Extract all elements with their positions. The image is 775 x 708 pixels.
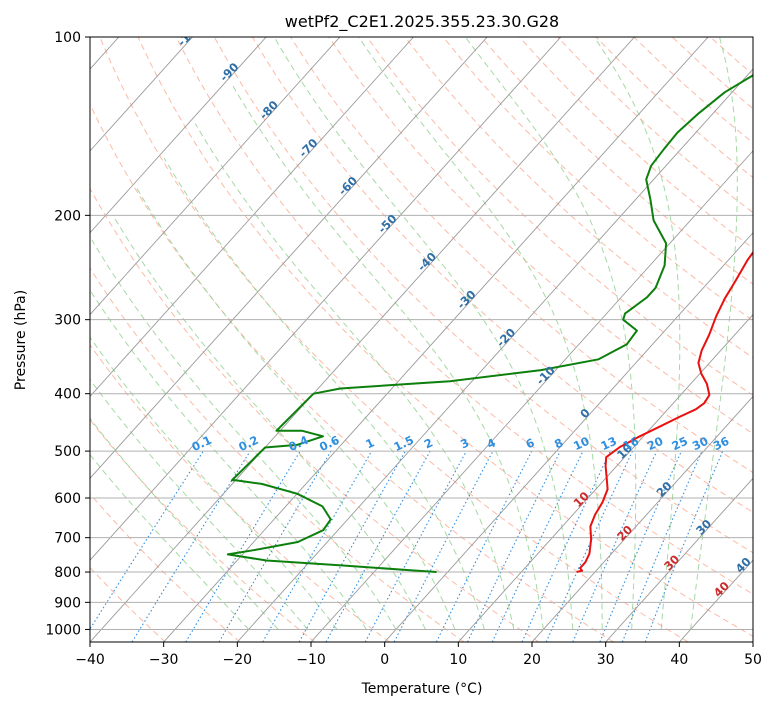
moist-adiabat: [91, 239, 397, 630]
mixing-ratio-line: [572, 450, 658, 642]
x-tick-label: 0: [380, 652, 389, 668]
isotherm: [90, 37, 414, 398]
dry-adiabat: [442, 37, 753, 322]
y-tick-label: 1000: [45, 622, 81, 638]
isotherm: [384, 232, 753, 642]
isotherm: [90, 37, 635, 642]
mixing-ratio-label: 13: [598, 434, 618, 453]
dewpoint-profile: [226, 74, 753, 573]
isotherm: [310, 150, 753, 642]
isotherm: [90, 37, 267, 234]
temperature-profile: [576, 250, 753, 573]
gridlines: [90, 37, 753, 642]
moist-adiabat: [90, 417, 279, 630]
mixing-ratio-line: [599, 450, 682, 642]
mixing-ratio-line: [298, 450, 406, 642]
y-tick-label: 700: [54, 531, 81, 547]
isotherm: [531, 395, 753, 642]
dry-adiabat: [90, 418, 316, 642]
isotherm: [90, 37, 193, 152]
moist-adiabat: [464, 37, 637, 630]
y-tick-label: 300: [54, 313, 81, 329]
dry-adiabat: [175, 37, 753, 595]
moist-adiabat: [90, 289, 367, 630]
moist-adiabat: [90, 336, 338, 630]
moist-adiabat: [273, 37, 574, 630]
moist-adiabat: [136, 187, 456, 630]
x-tick-label: 20: [523, 652, 541, 668]
dry-adiabat: [290, 37, 753, 474]
plot-background: [90, 37, 753, 642]
dry-adiabat: [90, 267, 465, 642]
moist-adiabat: [90, 378, 308, 630]
x-tick-label: −30: [149, 652, 179, 668]
y-tick-label: 500: [54, 444, 81, 460]
x-axis: −40 −30 −20 −10 0 10 20 30 40 50: [75, 642, 762, 668]
dry-adiabat: [328, 37, 753, 435]
mixing-ratio-label: 25: [670, 434, 690, 453]
dry-adiabat: [90, 493, 241, 642]
data-series: [226, 74, 753, 573]
y-tick-label: 200: [54, 208, 81, 224]
mixing-ratio-label: 30: [690, 434, 710, 453]
moist-adiabat: [690, 37, 738, 630]
isotherm: [605, 477, 753, 642]
moist-adiabat: [194, 123, 515, 630]
mixing-ratio-line: [325, 450, 431, 642]
dry-adiabat: [366, 37, 753, 396]
dry-adiabat: [404, 37, 753, 359]
moist-adiabat: [593, 37, 681, 630]
x-tick-label: 50: [744, 652, 762, 668]
y-tick-label: 600: [54, 491, 81, 507]
isotherm: [90, 37, 562, 561]
y-tick-label: 100: [54, 30, 81, 46]
mixing-ratio-label: 16: [621, 434, 641, 453]
mixing-ratio-label: 20: [645, 434, 665, 453]
y-axis: 100 200 300 400 500 600 700 800 900 1000: [45, 30, 90, 638]
mixing-ratio-label: 10: [571, 434, 591, 453]
dry-adiabat: [99, 37, 689, 642]
isotherm: [90, 37, 488, 479]
y-tick-label: 400: [54, 387, 81, 403]
moist-adiabat: [231, 83, 544, 630]
y-tick-label: 800: [54, 565, 81, 581]
isotherm: [752, 641, 753, 642]
mixing-ratio-line: [364, 450, 467, 642]
x-axis-title: Temperature (°C): [361, 681, 483, 697]
y-tick-label: 900: [54, 595, 81, 611]
x-tick-label: 30: [597, 652, 615, 668]
x-tick-label: −20: [223, 652, 253, 668]
x-tick-label: 40: [670, 652, 688, 668]
mixing-ratio-line: [621, 450, 703, 642]
mixing-ratio-line: [545, 450, 633, 642]
moist-adiabat: [112, 215, 426, 630]
isotherm: [163, 37, 709, 642]
dry-adiabat: [90, 566, 166, 642]
background-lines: [90, 37, 753, 642]
dry-adiabat: [251, 37, 753, 513]
isotherm: [90, 37, 341, 316]
mixing-ratio-line: [644, 450, 724, 642]
moist-adiabat: [358, 37, 603, 630]
isotherm: [457, 313, 753, 642]
plot-frame: [89, 36, 754, 643]
moist-adiabat: [90, 453, 249, 630]
mixing-ratio-line: [90, 450, 204, 630]
dry-adiabat: [90, 187, 540, 642]
y-axis-title: Pressure (hPa): [13, 290, 29, 390]
x-tick-label: 10: [449, 652, 467, 668]
x-tick-label: −10: [296, 652, 326, 668]
dry-adiabat: [213, 37, 753, 554]
chart-title: wetPf2_C2E1.2025.355.23.30.G28: [285, 12, 559, 32]
mixing-ratio-line: [435, 450, 533, 642]
mixing-ratio-label: 36: [711, 434, 731, 453]
x-tick-label: −40: [75, 652, 105, 668]
isotherm: [236, 68, 753, 642]
